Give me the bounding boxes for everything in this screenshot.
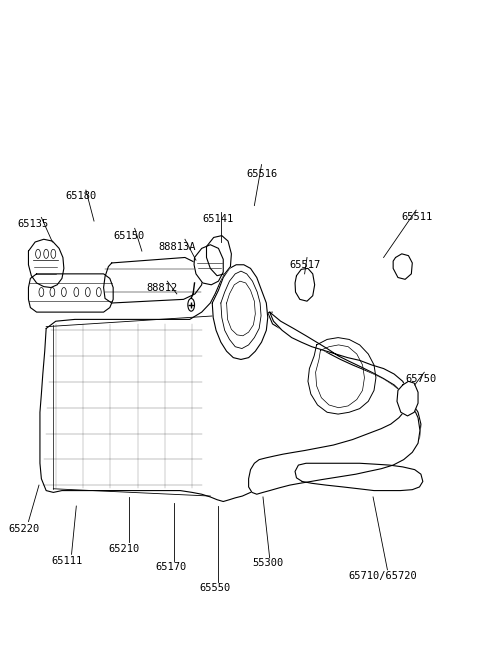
Text: 65141: 65141 [203, 214, 234, 224]
Polygon shape [295, 269, 315, 301]
Polygon shape [194, 244, 223, 284]
Text: 65111: 65111 [51, 556, 83, 566]
Polygon shape [206, 236, 231, 276]
Polygon shape [104, 258, 203, 303]
Text: 65180: 65180 [65, 191, 97, 202]
Polygon shape [28, 274, 113, 312]
Polygon shape [393, 254, 412, 279]
Polygon shape [295, 463, 423, 491]
Text: 65516: 65516 [246, 169, 277, 179]
Text: 88812: 88812 [147, 283, 178, 292]
Text: 88813A: 88813A [158, 242, 195, 252]
Text: 65710/65720: 65710/65720 [348, 571, 417, 581]
Text: 65220: 65220 [8, 524, 39, 534]
Polygon shape [249, 312, 420, 494]
Text: 65517: 65517 [289, 260, 320, 270]
Polygon shape [28, 239, 64, 288]
Circle shape [188, 298, 194, 311]
Text: 65170: 65170 [155, 562, 186, 572]
Text: 65210: 65210 [108, 544, 140, 554]
Polygon shape [40, 267, 421, 501]
Text: 65511: 65511 [401, 212, 432, 223]
Text: 65135: 65135 [18, 219, 49, 229]
Text: 65550: 65550 [200, 583, 231, 593]
Polygon shape [397, 381, 418, 416]
Text: 65750: 65750 [405, 374, 436, 384]
Polygon shape [212, 265, 268, 359]
Text: 65150: 65150 [113, 231, 144, 240]
Text: 55300: 55300 [252, 558, 283, 568]
